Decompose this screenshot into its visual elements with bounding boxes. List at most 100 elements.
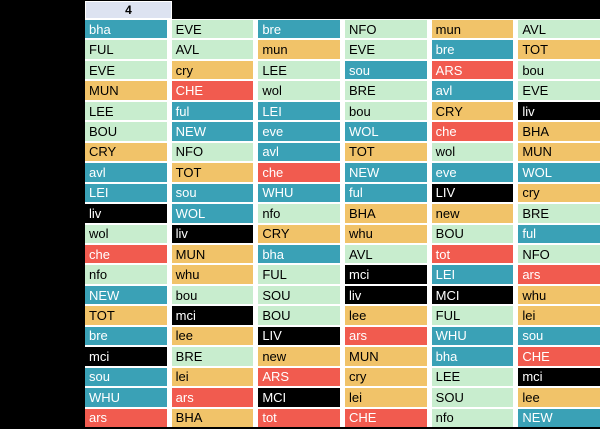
grid-cell-c6-r6[interactable]: BHA <box>518 122 600 141</box>
grid-cell-c2-r3[interactable]: cry <box>171 60 254 80</box>
grid-cell-c2-r1[interactable]: EVE <box>171 20 254 39</box>
grid-cell-c4-r12[interactable]: AVL <box>344 244 427 264</box>
grid-cell-c4-r7[interactable]: TOT <box>344 142 427 162</box>
grid-cell-c1-r15[interactable]: TOT <box>85 306 167 325</box>
grid-cell-c4-r18[interactable]: cry <box>344 367 427 387</box>
grid-cell-c5-r14[interactable]: MCI <box>431 285 514 305</box>
grid-cell-c1-r5[interactable]: LEE <box>85 101 167 121</box>
grid-cell-c4-r3[interactable]: sou <box>344 60 427 80</box>
grid-cell-c3-r17[interactable]: new <box>258 347 340 366</box>
grid-cell-c6-r12[interactable]: NFO <box>518 244 600 264</box>
grid-cell-c5-r19[interactable]: SOU <box>431 388 514 407</box>
grid-cell-c5-r1[interactable]: mun <box>431 20 514 39</box>
grid-cell-c1-r6[interactable]: BOU <box>85 122 167 141</box>
header-cell-gameweek[interactable]: 4 <box>85 1 172 19</box>
grid-cell-c4-r19[interactable]: lei <box>344 388 427 407</box>
grid-cell-c1-r17[interactable]: mci <box>85 347 167 366</box>
grid-cell-c6-r20[interactable]: NEW <box>518 408 600 427</box>
grid-cell-c3-r2[interactable]: mun <box>258 40 340 59</box>
grid-cell-c2-r15[interactable]: mci <box>171 306 254 325</box>
grid-cell-c5-r13[interactable]: LEI <box>431 265 514 284</box>
grid-cell-c2-r16[interactable]: lee <box>171 326 254 346</box>
grid-cell-c5-r18[interactable]: LEE <box>431 367 514 387</box>
grid-cell-c2-r9[interactable]: sou <box>171 183 254 203</box>
grid-cell-c5-r11[interactable]: BOU <box>431 224 514 243</box>
grid-cell-c2-r12[interactable]: MUN <box>171 244 254 264</box>
grid-cell-c5-r15[interactable]: FUL <box>431 306 514 325</box>
grid-cell-c5-r7[interactable]: wol <box>431 142 514 162</box>
grid-cell-c5-r6[interactable]: che <box>431 122 514 141</box>
grid-cell-c1-r9[interactable]: LEI <box>85 183 167 203</box>
grid-cell-c6-r1[interactable]: AVL <box>518 20 600 39</box>
grid-cell-c1-r3[interactable]: EVE <box>85 60 167 80</box>
grid-cell-c1-r2[interactable]: FUL <box>85 40 167 59</box>
grid-cell-c1-r8[interactable]: avl <box>85 163 167 182</box>
grid-cell-c6-r16[interactable]: sou <box>518 326 600 346</box>
grid-cell-c6-r3[interactable]: bou <box>518 60 600 80</box>
grid-cell-c3-r10[interactable]: nfo <box>258 204 340 223</box>
grid-cell-c2-r5[interactable]: ful <box>171 101 254 121</box>
grid-cell-c2-r8[interactable]: TOT <box>171 163 254 182</box>
grid-cell-c2-r4[interactable]: CHE <box>171 81 254 100</box>
grid-cell-c3-r16[interactable]: LIV <box>258 326 340 346</box>
grid-cell-c1-r11[interactable]: wol <box>85 224 167 243</box>
grid-cell-c4-r17[interactable]: MUN <box>344 347 427 366</box>
grid-cell-c6-r5[interactable]: liv <box>518 101 600 121</box>
grid-cell-c1-r16[interactable]: bre <box>85 326 167 346</box>
grid-cell-c5-r17[interactable]: bha <box>431 347 514 366</box>
grid-cell-c2-r6[interactable]: NEW <box>171 122 254 141</box>
grid-cell-c3-r9[interactable]: WHU <box>258 183 340 203</box>
grid-cell-c6-r18[interactable]: mci <box>518 367 600 387</box>
grid-cell-c1-r20[interactable]: ars <box>85 408 167 427</box>
grid-cell-c2-r2[interactable]: AVL <box>171 40 254 59</box>
grid-cell-c3-r6[interactable]: eve <box>258 122 340 141</box>
grid-cell-c1-r12[interactable]: che <box>85 244 167 264</box>
grid-cell-c4-r6[interactable]: WOL <box>344 122 427 141</box>
grid-cell-c4-r1[interactable]: NFO <box>344 20 427 39</box>
grid-cell-c4-r20[interactable]: CHE <box>344 408 427 427</box>
grid-cell-c1-r7[interactable]: CRY <box>85 142 167 162</box>
grid-cell-c5-r3[interactable]: ARS <box>431 60 514 80</box>
grid-cell-c5-r16[interactable]: WHU <box>431 326 514 346</box>
grid-cell-c6-r13[interactable]: ars <box>518 265 600 284</box>
grid-cell-c5-r5[interactable]: CRY <box>431 101 514 121</box>
grid-cell-c3-r1[interactable]: bre <box>258 20 340 39</box>
grid-cell-c1-r10[interactable]: liv <box>85 204 167 223</box>
grid-cell-c2-r11[interactable]: liv <box>171 224 254 243</box>
grid-cell-c4-r14[interactable]: liv <box>344 285 427 305</box>
grid-cell-c6-r17[interactable]: CHE <box>518 347 600 366</box>
grid-cell-c2-r14[interactable]: bou <box>171 285 254 305</box>
grid-cell-c3-r7[interactable]: avl <box>258 142 340 162</box>
grid-cell-c3-r12[interactable]: bha <box>258 244 340 264</box>
grid-cell-c3-r4[interactable]: wol <box>258 81 340 100</box>
grid-cell-c6-r9[interactable]: cry <box>518 183 600 203</box>
grid-cell-c6-r4[interactable]: EVE <box>518 81 600 100</box>
grid-cell-c6-r8[interactable]: WOL <box>518 163 600 182</box>
grid-cell-c3-r3[interactable]: LEE <box>258 60 340 80</box>
grid-cell-c4-r16[interactable]: ars <box>344 326 427 346</box>
grid-cell-c2-r19[interactable]: ars <box>171 388 254 407</box>
grid-cell-c5-r20[interactable]: nfo <box>431 408 514 427</box>
grid-cell-c4-r2[interactable]: EVE <box>344 40 427 59</box>
grid-cell-c3-r20[interactable]: tot <box>258 408 340 427</box>
grid-cell-c4-r4[interactable]: BRE <box>344 81 427 100</box>
grid-cell-c5-r10[interactable]: new <box>431 204 514 223</box>
grid-cell-c4-r11[interactable]: whu <box>344 224 427 243</box>
grid-cell-c2-r18[interactable]: lei <box>171 367 254 387</box>
grid-cell-c3-r15[interactable]: BOU <box>258 306 340 325</box>
grid-cell-c4-r10[interactable]: BHA <box>344 204 427 223</box>
grid-cell-c2-r13[interactable]: whu <box>171 265 254 284</box>
grid-cell-c3-r13[interactable]: FUL <box>258 265 340 284</box>
grid-cell-c2-r10[interactable]: WOL <box>171 204 254 223</box>
grid-cell-c1-r4[interactable]: MUN <box>85 81 167 100</box>
grid-cell-c2-r7[interactable]: NFO <box>171 142 254 162</box>
grid-cell-c6-r7[interactable]: MUN <box>518 142 600 162</box>
grid-cell-c2-r20[interactable]: BHA <box>171 408 254 427</box>
grid-cell-c3-r19[interactable]: MCI <box>258 388 340 407</box>
grid-cell-c4-r13[interactable]: mci <box>344 265 427 284</box>
grid-cell-c4-r8[interactable]: NEW <box>344 163 427 182</box>
grid-cell-c6-r10[interactable]: BRE <box>518 204 600 223</box>
grid-cell-c4-r5[interactable]: bou <box>344 101 427 121</box>
grid-cell-c3-r18[interactable]: ARS <box>258 367 340 387</box>
grid-cell-c5-r12[interactable]: tot <box>431 244 514 264</box>
